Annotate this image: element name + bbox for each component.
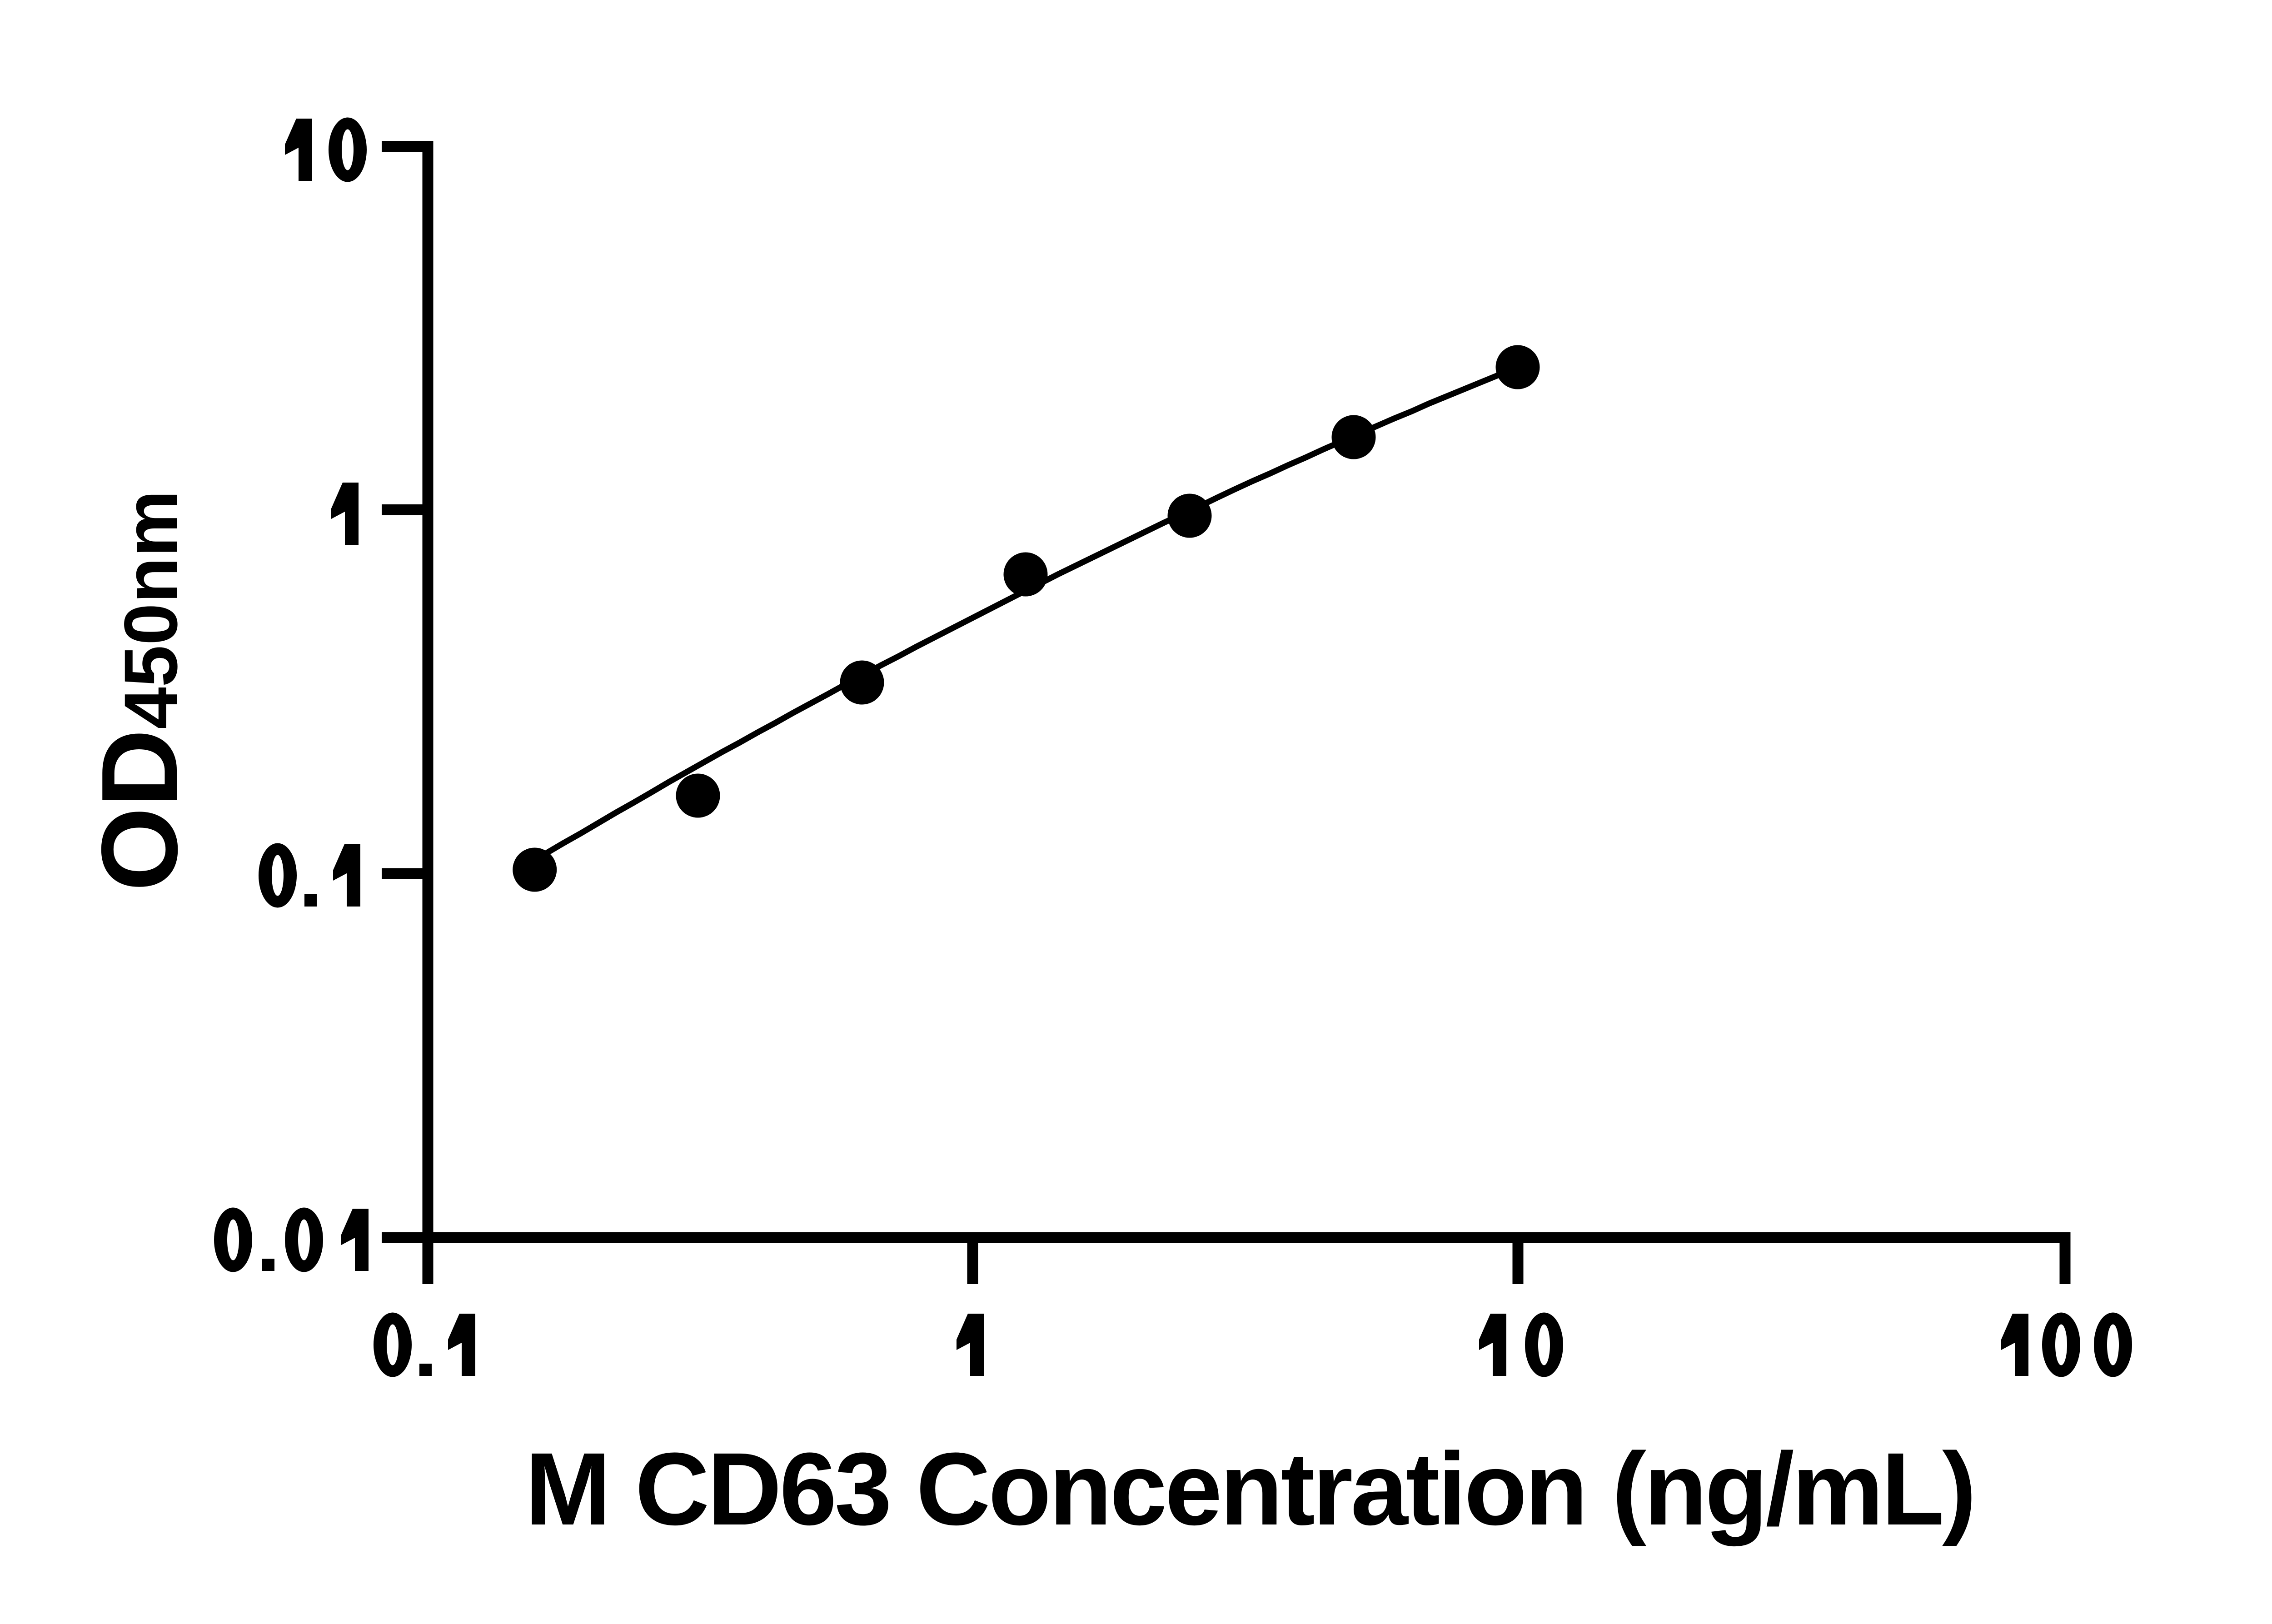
svg-text:M CD63 Concentration (ng/mL): M CD63 Concentration (ng/mL) — [525, 1432, 1974, 1547]
